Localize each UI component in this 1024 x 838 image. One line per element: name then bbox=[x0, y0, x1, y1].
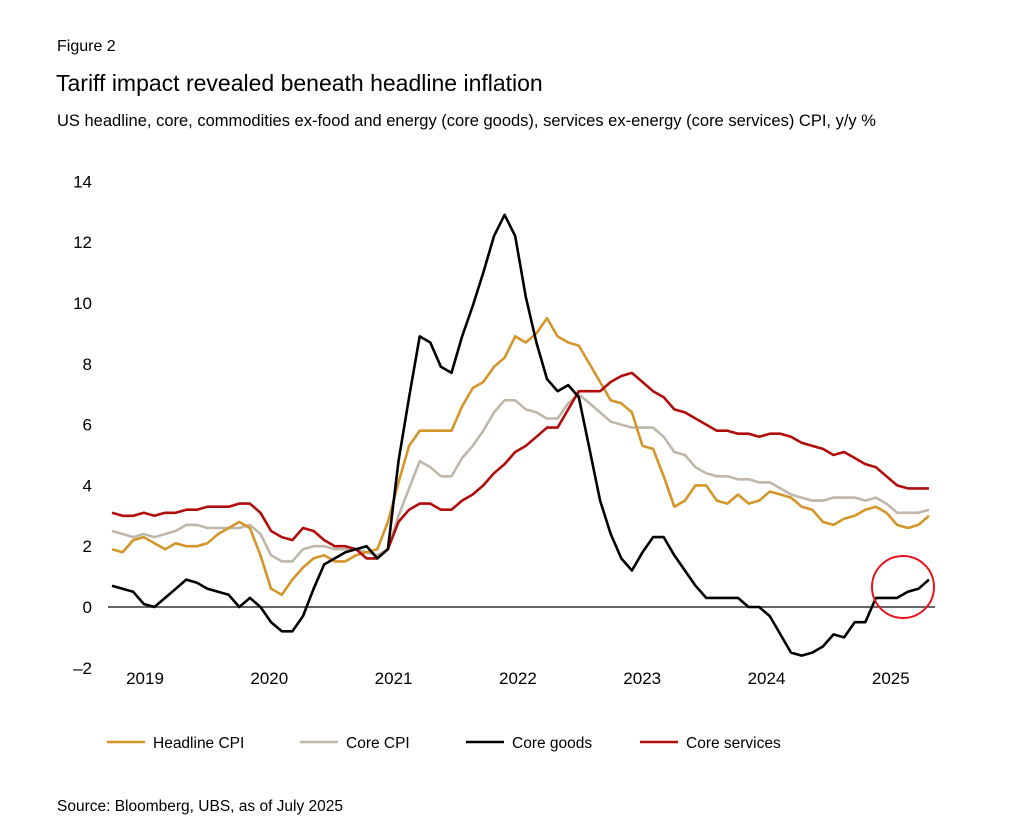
source-note: Source: Bloomberg, UBS, as of July 2025 bbox=[57, 798, 344, 815]
x-tick-label: 2019 bbox=[126, 669, 164, 688]
legend-label: Headline CPI bbox=[153, 735, 244, 752]
legend-label: Core goods bbox=[512, 735, 592, 752]
legend-item: Core goods bbox=[466, 735, 592, 752]
legend-item: Core services bbox=[640, 735, 781, 752]
y-tick-label: 6 bbox=[83, 416, 92, 435]
legend-label: Core CPI bbox=[346, 735, 410, 752]
series-lines bbox=[111, 213, 930, 657]
y-tick-label: 12 bbox=[73, 233, 92, 252]
series-line-core-goods bbox=[111, 213, 930, 657]
x-tick-label: 2020 bbox=[250, 669, 288, 688]
chart-title: Tariff impact revealed beneath headline … bbox=[56, 70, 543, 96]
y-tick-label: 14 bbox=[73, 172, 92, 191]
y-tick-label: –2 bbox=[73, 659, 92, 678]
legend-item: Headline CPI bbox=[107, 735, 244, 752]
y-tick-label: 0 bbox=[83, 598, 92, 617]
series-line-core-cpi bbox=[111, 392, 930, 563]
x-tick-label: 2023 bbox=[623, 669, 661, 688]
y-axis: 14 12 10 8 6 4 2 0 –2 bbox=[73, 172, 92, 677]
highlight-circle-annotation bbox=[871, 555, 935, 619]
chart-subtitle: US headline, core, commodities ex-food a… bbox=[57, 112, 876, 130]
y-tick-label: 8 bbox=[83, 355, 92, 374]
series-line-headline-cpi bbox=[111, 316, 930, 597]
x-tick-label: 2024 bbox=[748, 669, 786, 688]
legend-label: Core services bbox=[686, 735, 781, 752]
legend: Headline CPI Core CPI Core goods Core servi… bbox=[107, 735, 781, 752]
legend-item: Core CPI bbox=[300, 735, 410, 752]
y-tick-label: 10 bbox=[73, 294, 92, 313]
figure-label: Figure 2 bbox=[57, 38, 116, 55]
x-tick-label: 2022 bbox=[499, 669, 537, 688]
y-tick-label: 4 bbox=[83, 476, 92, 495]
x-tick-label: 2021 bbox=[375, 669, 413, 688]
x-tick-label: 2025 bbox=[872, 669, 910, 688]
series-line-core-services bbox=[111, 371, 929, 560]
y-tick-label: 2 bbox=[83, 537, 92, 556]
x-axis: 2019 2020 2021 2022 2023 2024 2025 bbox=[126, 669, 910, 688]
